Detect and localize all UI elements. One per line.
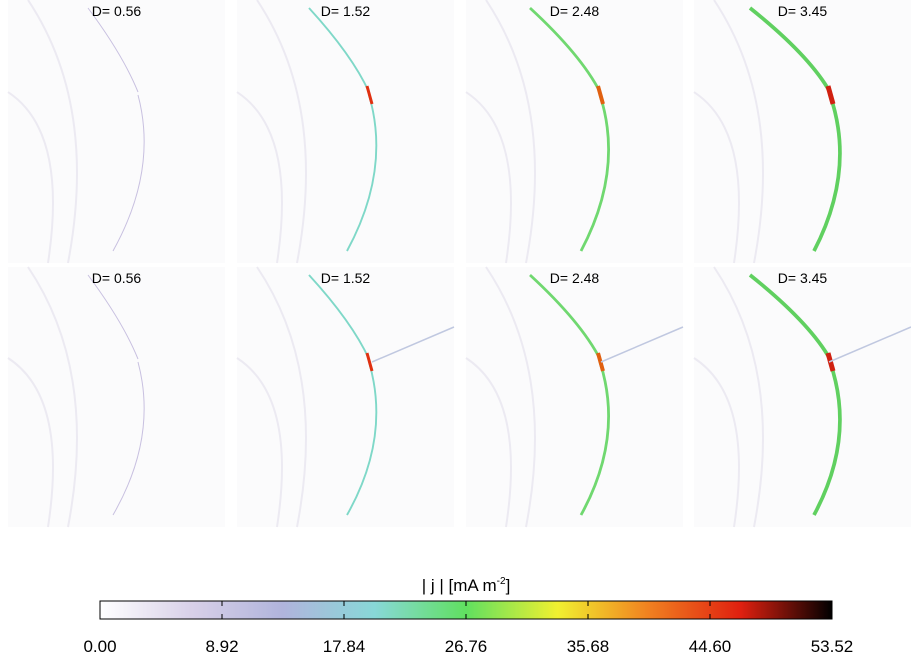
wake — [371, 326, 455, 363]
tick-label: 44.60 — [689, 637, 732, 656]
front — [579, 94, 610, 252]
panel-label: D= 0.56 — [92, 270, 142, 286]
front — [346, 94, 378, 252]
panel-bg — [237, 267, 454, 527]
wave — [465, 266, 536, 528]
panel: D= 1.52 — [236, 0, 454, 264]
wave — [236, 266, 307, 528]
wave — [693, 266, 764, 528]
peak — [596, 352, 605, 372]
panel-label: D= 2.48 — [550, 270, 600, 286]
label-text: | j | [mA m — [422, 576, 497, 595]
peak — [825, 85, 836, 105]
front — [812, 361, 842, 516]
panel-label: D= 1.52 — [321, 270, 371, 286]
wave — [693, 0, 764, 264]
wake — [600, 326, 684, 363]
front — [748, 6, 832, 93]
tick-label: 53.52 — [811, 637, 854, 656]
label-sup: -2 — [497, 576, 506, 587]
tick-label: 8.92 — [205, 637, 238, 656]
panel: D= 3.45 — [693, 0, 911, 264]
wave — [465, 0, 536, 264]
wave — [7, 0, 78, 264]
front — [112, 361, 145, 516]
front — [308, 274, 370, 360]
front — [308, 7, 370, 93]
panel-bg — [466, 267, 683, 527]
panel: D= 2.48 — [465, 266, 684, 528]
panel-bg — [237, 0, 454, 263]
front — [529, 273, 602, 360]
tick-label: 0.00 — [83, 637, 116, 656]
panel-bg — [694, 0, 911, 263]
colorbar-label: | j | [mA m-2] — [422, 576, 511, 595]
panel: D= 2.48 — [465, 0, 683, 264]
front — [529, 6, 602, 93]
front — [812, 94, 842, 252]
panel-bg — [8, 267, 225, 527]
panel-label: D= 1.52 — [321, 3, 371, 19]
label-end: ] — [506, 576, 511, 595]
panel-bg — [694, 267, 911, 527]
tick-label: 17.84 — [323, 637, 366, 656]
tick-label: 35.68 — [567, 637, 610, 656]
panel-label: D= 3.45 — [778, 3, 828, 19]
panel: D= 1.52 — [236, 266, 455, 528]
peak — [365, 85, 374, 105]
panel-label: D= 3.45 — [778, 270, 828, 286]
peak — [596, 85, 605, 105]
peak — [365, 352, 374, 372]
panel-bg — [466, 0, 683, 263]
panel-label: D= 2.48 — [550, 3, 600, 19]
front — [112, 94, 145, 252]
wave — [236, 0, 307, 264]
tick-label: 26.76 — [445, 637, 488, 656]
panel: D= 0.56 — [7, 0, 225, 264]
wave — [7, 266, 78, 528]
front — [87, 274, 139, 360]
front — [748, 273, 832, 360]
wake — [828, 326, 911, 363]
front — [87, 7, 139, 93]
front — [579, 361, 610, 516]
panel: D= 0.56 — [7, 266, 225, 528]
front — [346, 361, 378, 516]
panel-bg — [8, 0, 225, 263]
panel-label: D= 0.56 — [92, 3, 142, 19]
panel: D= 3.45 — [693, 266, 911, 528]
